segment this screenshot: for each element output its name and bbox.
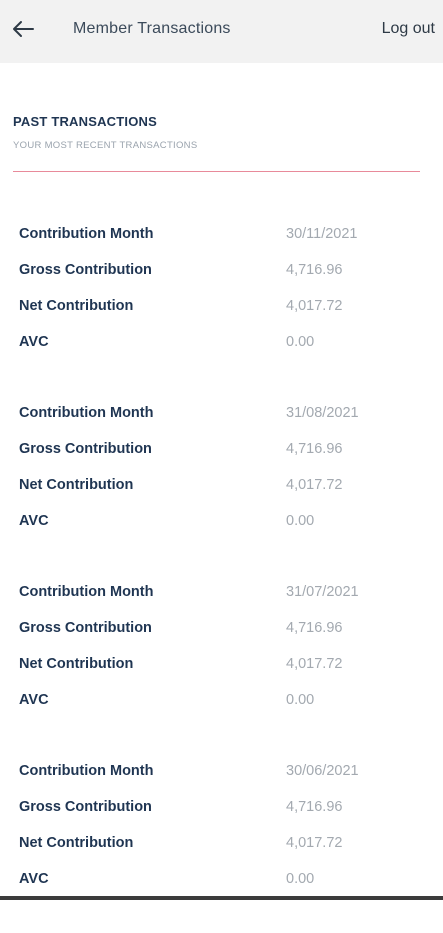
logout-button[interactable]: Log out (381, 20, 435, 37)
avc-label: AVC (19, 334, 49, 350)
avc-value: 0.00 (286, 334, 315, 350)
net-contribution-label: Net Contribution (19, 298, 134, 314)
net-contribution-row: Net Contribution 4,017.72 (0, 289, 443, 325)
avc-label: AVC (19, 513, 49, 529)
contribution-month-value: 30/11/2021 (286, 226, 358, 242)
app-bar: Member Transactions Log out (0, 0, 443, 63)
gross-contribution-value: 4,716.96 (286, 620, 343, 636)
avc-row: AVC 0.00 (0, 862, 443, 898)
contribution-month-label: Contribution Month (19, 405, 154, 421)
arrow-left-icon (12, 20, 34, 43)
net-contribution-label: Net Contribution (19, 835, 134, 851)
transaction-list: Contribution Month 30/11/2021 Gross Cont… (0, 217, 443, 933)
net-contribution-row: Net Contribution 4,017.72 (0, 647, 443, 683)
contribution-month-value: 31/07/2021 (286, 584, 359, 600)
gross-contribution-label: Gross Contribution (19, 799, 152, 815)
section-title: PAST TRANSACTIONS (13, 114, 157, 129)
section-subtitle: YOUR MOST RECENT TRANSACTIONS (13, 140, 198, 151)
back-button[interactable] (8, 14, 38, 48)
gross-contribution-row: Gross Contribution 4,716.96 (0, 253, 443, 289)
gross-contribution-row: Gross Contribution 4,716.96 (0, 790, 443, 826)
gross-contribution-label: Gross Contribution (19, 262, 152, 278)
avc-value: 0.00 (286, 513, 315, 529)
gross-contribution-row: Gross Contribution 4,716.96 (0, 611, 443, 647)
gross-contribution-row: Gross Contribution 4,716.96 (0, 432, 443, 468)
avc-value: 0.00 (286, 871, 315, 887)
screen-bottom-edge (0, 896, 443, 900)
net-contribution-value: 4,017.72 (286, 477, 343, 493)
avc-label: AVC (19, 871, 49, 887)
net-contribution-label: Net Contribution (19, 477, 134, 493)
contribution-month-label: Contribution Month (19, 763, 154, 779)
section-divider (13, 171, 420, 172)
gross-contribution-label: Gross Contribution (19, 441, 152, 457)
contribution-month-label: Contribution Month (19, 226, 154, 242)
net-contribution-value: 4,017.72 (286, 298, 343, 314)
net-contribution-label: Net Contribution (19, 656, 134, 672)
transaction-card: Contribution Month 31/07/2021 Gross Cont… (0, 575, 443, 754)
contribution-month-row: Contribution Month 30/06/2021 (0, 754, 443, 790)
net-contribution-value: 4,017.72 (286, 656, 343, 672)
contribution-month-row: Contribution Month 30/11/2021 (0, 217, 443, 253)
gross-contribution-label: Gross Contribution (19, 620, 152, 636)
avc-row: AVC 0.00 (0, 325, 443, 361)
contribution-month-row: Contribution Month 31/08/2021 (0, 396, 443, 432)
contribution-month-row: Contribution Month 31/07/2021 (0, 575, 443, 611)
transaction-card: Contribution Month 30/11/2021 Gross Cont… (0, 217, 443, 396)
gross-contribution-value: 4,716.96 (286, 262, 343, 278)
page-title: Member Transactions (73, 20, 231, 37)
gross-contribution-value: 4,716.96 (286, 799, 343, 815)
net-contribution-value: 4,017.72 (286, 835, 343, 851)
contribution-month-value: 31/08/2021 (286, 405, 359, 421)
avc-label: AVC (19, 692, 49, 708)
avc-value: 0.00 (286, 692, 315, 708)
transaction-card: Contribution Month 31/08/2021 Gross Cont… (0, 396, 443, 575)
gross-contribution-value: 4,716.96 (286, 441, 343, 457)
net-contribution-row: Net Contribution 4,017.72 (0, 468, 443, 504)
net-contribution-row: Net Contribution 4,017.72 (0, 826, 443, 862)
contribution-month-value: 30/06/2021 (286, 763, 359, 779)
contribution-month-label: Contribution Month (19, 584, 154, 600)
avc-row: AVC 0.00 (0, 504, 443, 540)
transaction-card: Contribution Month 30/06/2021 Gross Cont… (0, 754, 443, 933)
avc-row: AVC 0.00 (0, 683, 443, 719)
